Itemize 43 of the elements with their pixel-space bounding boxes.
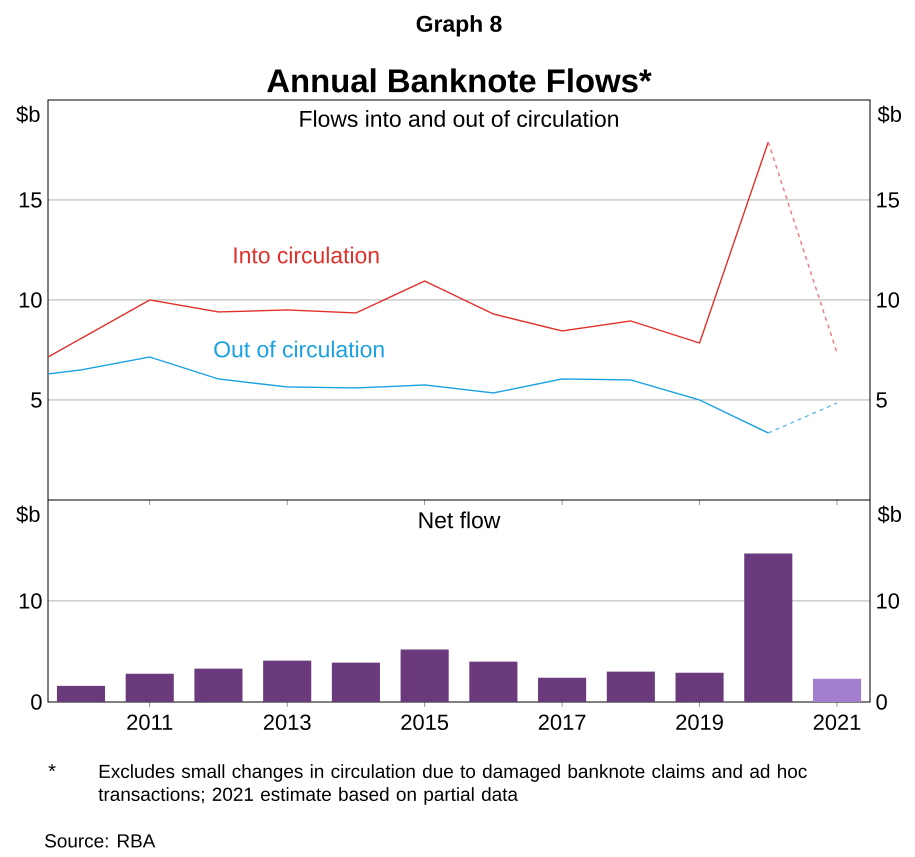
text: *	[48, 764, 56, 772]
y2-tick-label: 10	[877, 292, 900, 308]
bar	[194, 668, 243, 702]
chart-title: Net flow	[420, 512, 500, 528]
bar	[676, 672, 724, 702]
bar	[332, 662, 380, 702]
x-tick-label: 2013	[264, 714, 311, 730]
bar	[538, 678, 586, 702]
x-tick-label: 2011	[127, 714, 172, 730]
bar	[56, 686, 106, 702]
y2-axis-title: $b	[878, 505, 901, 524]
bar	[606, 672, 655, 702]
chart-subtitle: Annual Banknote Flows*	[267, 68, 652, 92]
bar	[469, 662, 518, 702]
bar	[812, 678, 862, 702]
bar	[126, 674, 174, 702]
bar	[263, 660, 312, 702]
source-note: Source: RBA	[45, 834, 156, 848]
x-tick-label: 2015	[401, 714, 448, 730]
y-tick-label: 5	[31, 392, 42, 408]
y-tick-label: 10	[20, 593, 42, 609]
y-axis-title: $b	[16, 505, 40, 524]
y2-tick-label: 15	[877, 192, 899, 208]
x-tick-label: 2019	[676, 714, 723, 730]
y-axis-title: $b	[16, 105, 40, 124]
text: Excludes small changes in circulation due to damaged banknote claims and ad hoc transactions; 2021 estimate based on partial data	[98, 764, 807, 805]
bar	[744, 554, 792, 702]
series-label: Into circulation	[234, 246, 379, 264]
y-tick-label: 0	[31, 694, 42, 710]
series-label: Out of circulation	[214, 340, 384, 358]
y-tick-label: 10	[20, 292, 42, 308]
y2-tick-label: 10	[877, 593, 900, 609]
line-series	[47, 356, 769, 434]
y2-tick-label: 5	[876, 392, 887, 408]
x-tick-label: 2017	[538, 714, 586, 730]
line-series	[47, 141, 769, 358]
annotation: Flows into and out of circulation	[300, 110, 618, 128]
y-tick-label: 15	[20, 192, 42, 208]
bar	[400, 649, 449, 702]
chart-title: Graph 8	[416, 15, 502, 36]
x-tick-label: 2021	[814, 714, 860, 730]
y2-tick-label: 0	[876, 694, 887, 710]
y2-axis-title: $b	[878, 105, 901, 124]
